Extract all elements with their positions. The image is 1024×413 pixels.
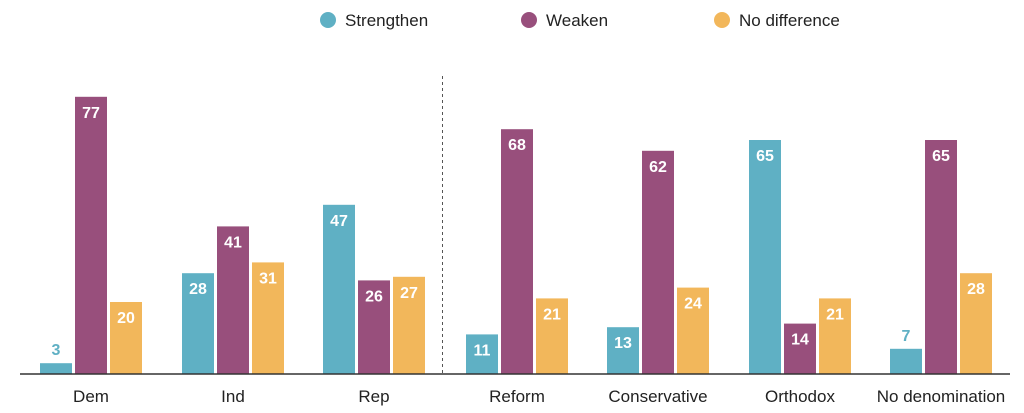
category-label-5: Orthodox xyxy=(765,387,835,406)
bar-1-1 xyxy=(217,226,249,374)
value-label-0-0: 3 xyxy=(52,342,61,359)
legend-label-2: No difference xyxy=(739,11,840,30)
bar-2-4 xyxy=(677,287,709,374)
legend-label-0: Strengthen xyxy=(345,11,428,30)
value-label-0-1: 28 xyxy=(189,281,207,298)
bar-0-2 xyxy=(323,204,355,374)
category-label-4: Conservative xyxy=(608,387,707,406)
category-label-1: Ind xyxy=(221,387,245,406)
bar-2-2 xyxy=(393,276,425,374)
bar-0-0 xyxy=(40,363,72,374)
bar-2-5 xyxy=(819,298,851,374)
value-label-0-3: 11 xyxy=(474,342,491,359)
category-label-3: Reform xyxy=(489,387,545,406)
bar-1-4 xyxy=(642,150,674,374)
legend-swatch-1 xyxy=(521,12,537,28)
value-label-0-5: 65 xyxy=(756,148,774,165)
value-label-1-0: 77 xyxy=(82,105,100,122)
legend-swatch-2 xyxy=(714,12,730,28)
bar-0-6 xyxy=(890,348,922,374)
category-label-2: Rep xyxy=(358,387,389,406)
value-label-0-4: 13 xyxy=(614,335,632,352)
bar-2-6 xyxy=(960,273,992,374)
category-label-6: No denomination xyxy=(877,387,1006,406)
value-label-2-2: 27 xyxy=(400,285,418,302)
value-label-1-6: 65 xyxy=(932,148,950,165)
bar-2-1 xyxy=(252,262,284,374)
value-label-1-5: 14 xyxy=(791,332,809,349)
bar-0-3 xyxy=(466,334,498,374)
bar-1-5 xyxy=(784,323,816,374)
category-label-0: Dem xyxy=(73,387,109,406)
legend: Strengthen Weaken No difference xyxy=(320,11,840,30)
bar-0-5 xyxy=(749,140,781,374)
value-label-2-5: 21 xyxy=(826,306,844,323)
bar-0-4 xyxy=(607,327,639,374)
value-label-2-1: 31 xyxy=(259,270,277,287)
bar-1-3 xyxy=(501,129,533,374)
value-label-2-6: 28 xyxy=(967,281,985,298)
value-label-0-2: 47 xyxy=(330,213,348,230)
bar-2-0 xyxy=(110,302,142,374)
value-label-1-3: 68 xyxy=(508,137,526,154)
bar-0-1 xyxy=(182,273,214,374)
value-label-1-2: 26 xyxy=(365,288,383,305)
value-label-2-3: 21 xyxy=(543,306,561,323)
bar-1-0 xyxy=(75,96,107,375)
value-labels: 3 77 20 28 41 31 47 26 27 11 68 21 13 62 24 65 14 21 7 65 28 xyxy=(52,105,985,360)
value-label-1-4: 62 xyxy=(649,159,667,176)
value-label-2-4: 24 xyxy=(684,296,702,313)
value-label-1-1: 41 xyxy=(224,234,242,251)
category-labels: Dem Ind Rep Reform Conservative Orthodox No de… xyxy=(73,387,1005,406)
bar-1-6 xyxy=(925,140,957,374)
value-label-2-0: 20 xyxy=(117,310,135,327)
legend-label-1: Weaken xyxy=(546,11,608,30)
bar-1-2 xyxy=(358,280,390,374)
value-label-0-6: 7 xyxy=(902,328,911,345)
bars xyxy=(40,96,992,375)
legend-swatch-0 xyxy=(320,12,336,28)
bar-2-3 xyxy=(536,298,568,374)
